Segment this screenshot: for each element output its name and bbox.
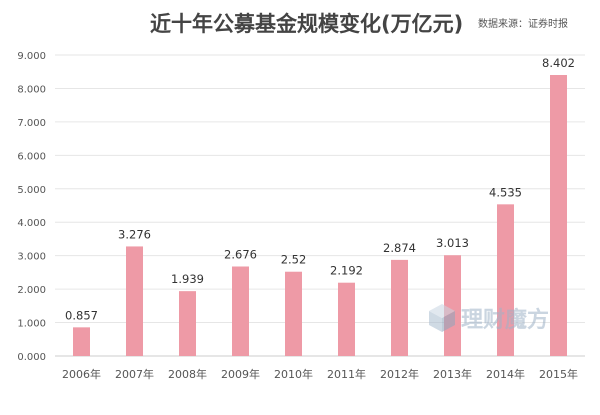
x-tick-label: 2010年 <box>274 367 313 381</box>
y-tick-label: 3.000 <box>17 252 46 263</box>
y-tick-label: 5.000 <box>17 185 46 196</box>
x-tick-label: 2014年 <box>486 367 525 381</box>
bar <box>444 255 461 356</box>
bar <box>232 266 249 356</box>
bar <box>338 282 355 356</box>
x-tick-label: 2008年 <box>168 367 207 381</box>
x-tick-label: 2011年 <box>327 367 366 381</box>
bar <box>550 74 567 356</box>
y-tick-label: 1.000 <box>17 319 46 330</box>
x-tick-label: 2012年 <box>380 367 419 381</box>
y-tick-label: 7.000 <box>17 118 46 129</box>
x-tick-label: 2006年 <box>62 367 101 381</box>
chart-source: 数据来源：证券时报 <box>478 19 568 30</box>
x-tick-label: 2015年 <box>539 367 578 381</box>
data-label: 3.276 <box>118 227 151 241</box>
y-tick-label: 4.000 <box>17 218 46 229</box>
data-label: 2.676 <box>224 248 257 262</box>
x-tick-label: 2007年 <box>115 367 154 381</box>
bar <box>497 204 514 356</box>
bar <box>285 271 302 356</box>
x-tick-label: 2009年 <box>221 367 260 381</box>
data-label: 8.402 <box>542 56 575 70</box>
data-label: 4.535 <box>489 185 522 199</box>
bar <box>73 327 90 356</box>
cube-logo-icon <box>429 304 455 332</box>
bar <box>391 259 408 356</box>
y-tick-label: 0.000 <box>17 352 46 363</box>
data-label: 1.939 <box>171 272 204 286</box>
data-label: 2.874 <box>383 241 416 255</box>
y-tick-label: 2.000 <box>17 285 46 296</box>
watermark: 理财魔方 <box>428 302 549 334</box>
x-tick-label: 2013年 <box>433 367 472 381</box>
data-label: 2.192 <box>330 264 363 278</box>
chart-title: 近十年公募基金规模变化(万亿元) <box>150 12 464 36</box>
y-tick-label: 6.000 <box>17 151 46 162</box>
watermark-text: 理财魔方 <box>461 308 550 333</box>
y-tick-label: 9.000 <box>17 51 46 62</box>
data-label: 3.013 <box>436 236 469 250</box>
y-tick-label: 8.000 <box>17 84 46 95</box>
bar <box>179 291 196 356</box>
bar <box>126 246 143 356</box>
data-label: 2.52 <box>281 253 307 267</box>
data-label: 0.857 <box>65 308 98 322</box>
